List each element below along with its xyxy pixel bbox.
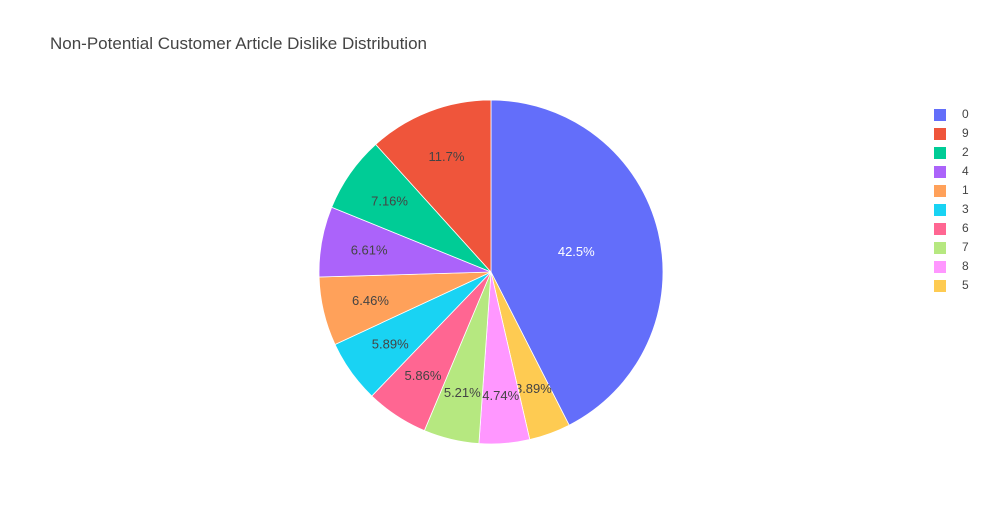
legend-label-0: 0 — [962, 107, 969, 121]
legend-label-2: 2 — [962, 145, 969, 159]
legend-swatch-5 — [934, 280, 946, 292]
slice-label-5: 3.89% — [515, 381, 552, 396]
legend-label-4: 4 — [962, 164, 969, 178]
slice-label-8: 4.74% — [482, 388, 519, 403]
legend: 0 9 2 4 1 3 6 7 8 5 — [930, 106, 978, 296]
pie-slice-0 — [490, 99, 664, 426]
legend-label-6: 6 — [962, 221, 969, 235]
legend-item-2[interactable]: 2 — [930, 144, 978, 163]
legend-item-0[interactable]: 0 — [930, 106, 978, 125]
legend-swatch-9 — [934, 128, 946, 140]
legend-swatch-2 — [934, 147, 946, 159]
legend-item-4[interactable]: 4 — [930, 163, 978, 182]
legend-swatch-4 — [934, 166, 946, 178]
slice-label-6: 5.86% — [405, 368, 442, 383]
slice-label-1: 6.46% — [352, 293, 389, 308]
slice-label-3: 5.89% — [372, 336, 409, 351]
legend-item-5[interactable]: 5 — [930, 277, 978, 296]
legend-label-7: 7 — [962, 240, 969, 254]
slice-label-0: 42.5% — [558, 244, 595, 259]
legend-swatch-7 — [934, 242, 946, 254]
legend-swatch-0 — [934, 109, 946, 121]
legend-item-9[interactable]: 9 — [930, 125, 978, 144]
legend-swatch-1 — [934, 185, 946, 197]
slice-label-2: 7.16% — [371, 193, 408, 208]
legend-label-1: 1 — [962, 183, 969, 197]
legend-swatch-3 — [934, 204, 946, 216]
slice-label-4: 6.61% — [351, 243, 388, 258]
legend-label-9: 9 — [962, 126, 969, 140]
legend-swatch-6 — [934, 223, 946, 235]
legend-swatch-8 — [934, 261, 946, 273]
legend-label-8: 8 — [962, 259, 969, 273]
slice-label-9: 11.7% — [429, 149, 465, 164]
legend-item-3[interactable]: 3 — [930, 201, 978, 220]
legend-item-1[interactable]: 1 — [930, 182, 978, 201]
chart-title: Non-Potential Customer Article Dislike D… — [50, 34, 427, 53]
legend-item-7[interactable]: 7 — [930, 239, 978, 258]
legend-label-5: 5 — [962, 278, 969, 292]
legend-label-3: 3 — [962, 202, 969, 216]
legend-item-8[interactable]: 8 — [930, 258, 978, 277]
pie-slice-9 — [375, 99, 492, 274]
slice-label-7: 5.21% — [444, 385, 481, 400]
legend-item-6[interactable]: 6 — [930, 220, 978, 239]
